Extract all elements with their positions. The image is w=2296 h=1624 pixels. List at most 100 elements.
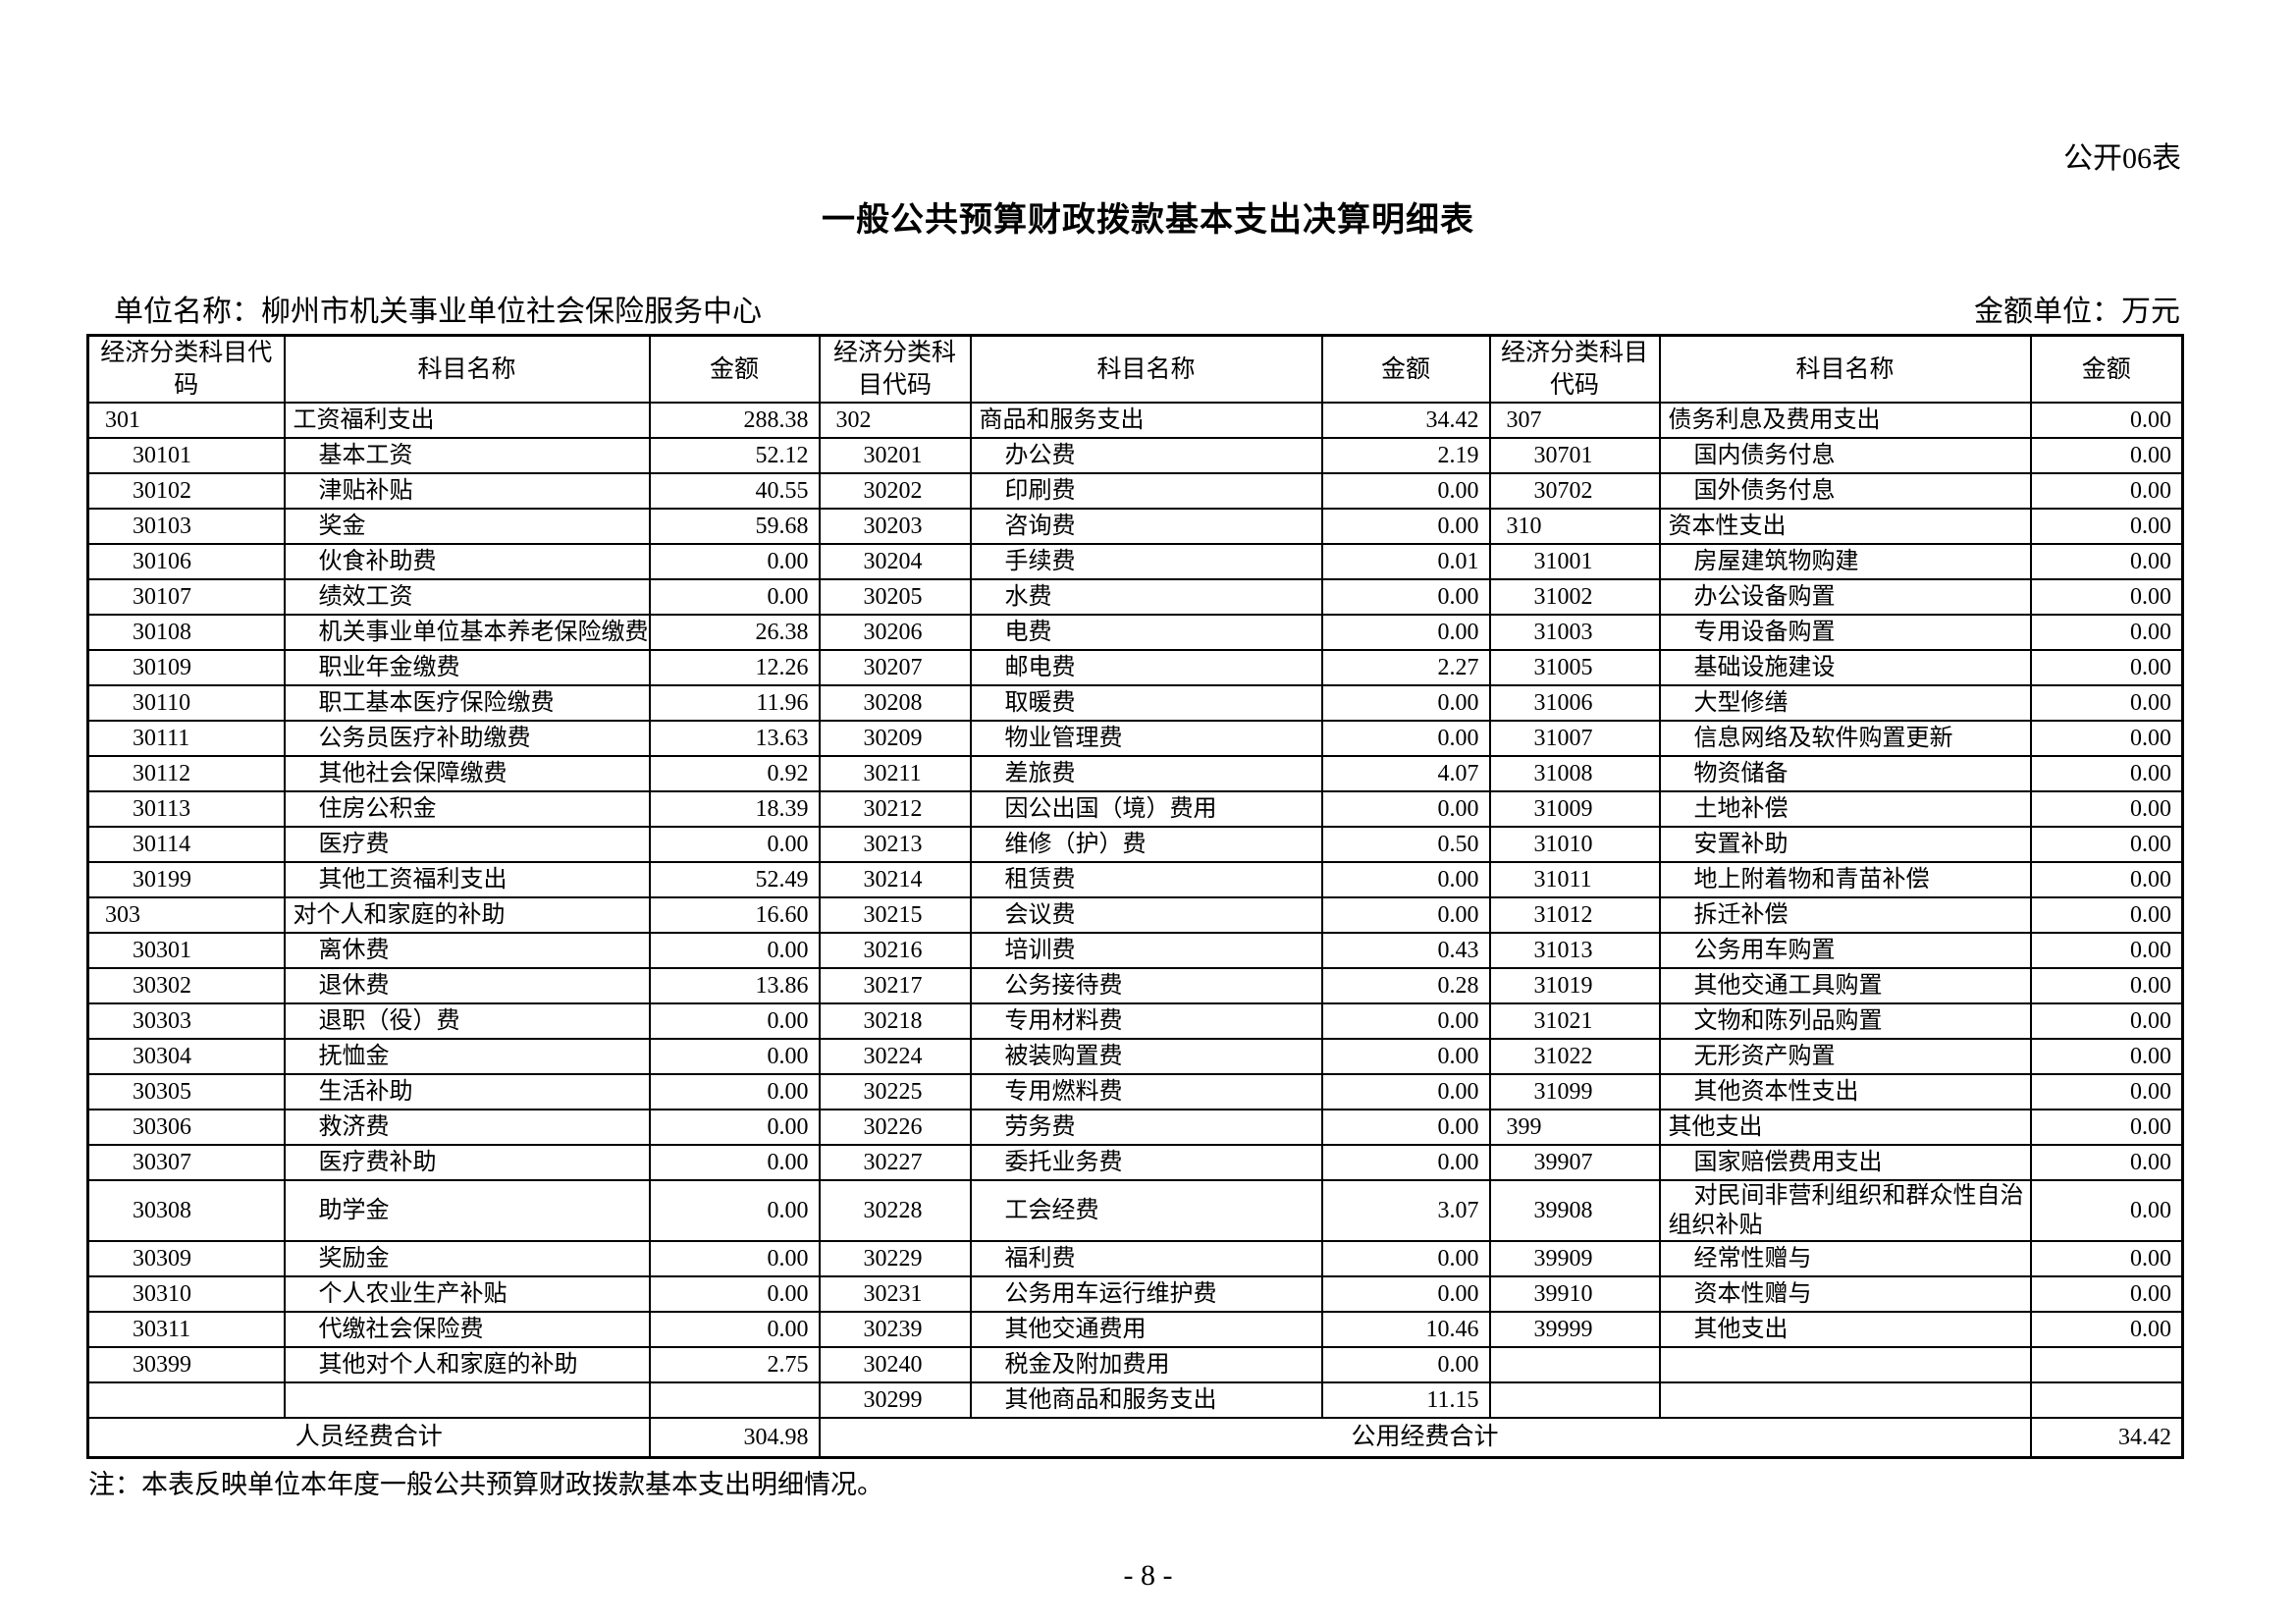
subject-name-cell: 债务利息及费用支出: [1658, 402, 2032, 439]
amount-cell: 0.00: [2029, 402, 2184, 439]
code-cell: 30226: [818, 1109, 972, 1146]
code-cell: 310: [1488, 508, 1661, 545]
code-cell: 30110: [86, 684, 286, 722]
code-cell: 31021: [1488, 1002, 1661, 1040]
subject-name-cell: 办公设备购置: [1658, 578, 2032, 616]
subject-name-cell: 文物和陈列品购置: [1658, 1002, 2032, 1040]
code-cell: 30107: [86, 578, 286, 616]
subject-name-cell: 助学金: [283, 1179, 651, 1242]
subject-name-cell: 房屋建筑物购建: [1658, 543, 2032, 580]
subject-name-cell: 公务用车运行维护费: [969, 1275, 1323, 1313]
table-row: 30301 离休费 0.00 30216 培训费 0.43 31013 公务用车购置 0.00: [86, 932, 2184, 969]
code-cell: 30239: [818, 1311, 972, 1348]
subject-name-cell: 代缴社会保险费: [283, 1311, 651, 1348]
amount-cell: [648, 1381, 821, 1419]
amount-cell: 0.00: [2029, 437, 2184, 474]
code-cell: 30203: [818, 508, 972, 545]
subject-name-cell: 维修（护）费: [969, 826, 1323, 863]
amount-cell: 4.07: [1320, 755, 1491, 792]
amount-cell: 0.00: [2029, 684, 2184, 722]
subject-name-cell: 国家赔偿费用支出: [1658, 1144, 2032, 1181]
subject-name-cell: 基础设施建设: [1658, 649, 2032, 686]
table-row: 30399 其他对个人和家庭的补助 2.75 30240 税金及附加费用 0.00: [86, 1346, 2184, 1383]
amount-cell: [2029, 1346, 2184, 1383]
amount-cell: 0.00: [1320, 1109, 1491, 1146]
amount-cell: 3.07: [1320, 1179, 1491, 1242]
amount-cell: 2.75: [648, 1346, 821, 1383]
subject-name-cell: 住房公积金: [283, 790, 651, 828]
subject-name-cell: 差旅费: [969, 755, 1323, 792]
code-cell: 31099: [1488, 1073, 1661, 1110]
subject-name-cell: 邮电费: [969, 649, 1323, 686]
code-cell: 30113: [86, 790, 286, 828]
code-cell: 30205: [818, 578, 972, 616]
subject-name-cell: 会议费: [969, 896, 1323, 934]
subject-name-cell: 税金及附加费用: [969, 1346, 1323, 1383]
subject-name-cell: 电费: [969, 614, 1323, 651]
amount-cell: 0.00: [2029, 967, 2184, 1004]
code-cell: 30199: [86, 861, 286, 898]
table-row: 30299 其他商品和服务支出 11.15: [86, 1381, 2184, 1419]
code-cell: 31006: [1488, 684, 1661, 722]
code-cell: 30309: [86, 1240, 286, 1277]
subject-name-cell: 对个人和家庭的补助: [283, 896, 651, 934]
header-name-col3: 科目名称: [1658, 334, 2032, 404]
table-row: 30107 绩效工资 0.00 30205 水费 0.00 31002 办公设备购置 0.00: [86, 578, 2184, 616]
table-row: 30106 伙食补助费 0.00 30204 手续费 0.01 31001 房屋建筑物购建 0.…: [86, 543, 2184, 580]
amount-cell: 16.60: [648, 896, 821, 934]
subject-name-cell: 专用材料费: [969, 1002, 1323, 1040]
subject-name-cell: 奖金: [283, 508, 651, 545]
amount-cell: 0.00: [648, 1275, 821, 1313]
subject-name-cell: 国外债务付息: [1658, 472, 2032, 510]
table-row: 30112 其他社会保障缴费 0.92 30211 差旅费 4.07 31008 物资储备 0.…: [86, 755, 2184, 792]
subject-name-cell: 基本工资: [283, 437, 651, 474]
subject-name-cell: 大型修缮: [1658, 684, 2032, 722]
code-cell: 30207: [818, 649, 972, 686]
subject-name-cell: 公务用车购置: [1658, 932, 2032, 969]
amount-cell: 18.39: [648, 790, 821, 828]
table-row: 30304 抚恤金 0.00 30224 被装购置费 0.00 31022 无形资产购置 0.0…: [86, 1038, 2184, 1075]
amount-cell: 0.00: [648, 1073, 821, 1110]
code-cell: 31001: [1488, 543, 1661, 580]
amount-cell: 0.00: [1320, 1346, 1491, 1383]
subject-name-cell: 水费: [969, 578, 1323, 616]
table-note: 注：本表反映单位本年度一般公共预算财政拨款基本支出明细情况。: [88, 1470, 883, 1499]
subject-name-cell: 工资福利支出: [283, 402, 651, 439]
amount-cell: 0.43: [1320, 932, 1491, 969]
code-cell: 30202: [818, 472, 972, 510]
amount-cell: 52.12: [648, 437, 821, 474]
code-cell: 30399: [86, 1346, 286, 1383]
amount-cell: 0.00: [1320, 578, 1491, 616]
subject-name-cell: 其他资本性支出: [1658, 1073, 2032, 1110]
subject-name-cell: 租赁费: [969, 861, 1323, 898]
code-cell: 30109: [86, 649, 286, 686]
subject-name-cell: 生活补助: [283, 1073, 651, 1110]
subject-name-cell: 拆迁补偿: [1658, 896, 2032, 934]
subject-name-cell: 奖励金: [283, 1240, 651, 1277]
amount-cell: 0.00: [1320, 896, 1491, 934]
code-cell: 30702: [1488, 472, 1661, 510]
code-cell: 30108: [86, 614, 286, 651]
amount-cell: 34.42: [1320, 402, 1491, 439]
code-cell: 30204: [818, 543, 972, 580]
header-row: 经济分类科目代码 科目名称 金额 经济分类科目代码 科目名称 金额 经济分类科目…: [86, 334, 2184, 404]
amount-cell: 12.26: [648, 649, 821, 686]
code-cell: 30212: [818, 790, 972, 828]
subject-name-cell: 退休费: [283, 967, 651, 1004]
subject-name-cell: 职业年金缴费: [283, 649, 651, 686]
subject-name-cell: 福利费: [969, 1240, 1323, 1277]
amount-cell: 0.00: [1320, 684, 1491, 722]
code-cell: 30209: [818, 720, 972, 757]
amount-cell: 26.38: [648, 614, 821, 651]
subject-name-cell: 物资储备: [1658, 755, 2032, 792]
subject-name-cell: 资本性支出: [1658, 508, 2032, 545]
code-cell: 31005: [1488, 649, 1661, 686]
subject-name-cell: 印刷费: [969, 472, 1323, 510]
code-cell: 31009: [1488, 790, 1661, 828]
amount-cell: 0.00: [648, 1002, 821, 1040]
code-cell: 31013: [1488, 932, 1661, 969]
code-cell: 307: [1488, 402, 1661, 439]
amount-cell: 0.50: [1320, 826, 1491, 863]
table-row: 303 对个人和家庭的补助 16.60 30215 会议费 0.00 31012 拆迁补偿 0.…: [86, 896, 2184, 934]
subject-name-cell: 离休费: [283, 932, 651, 969]
